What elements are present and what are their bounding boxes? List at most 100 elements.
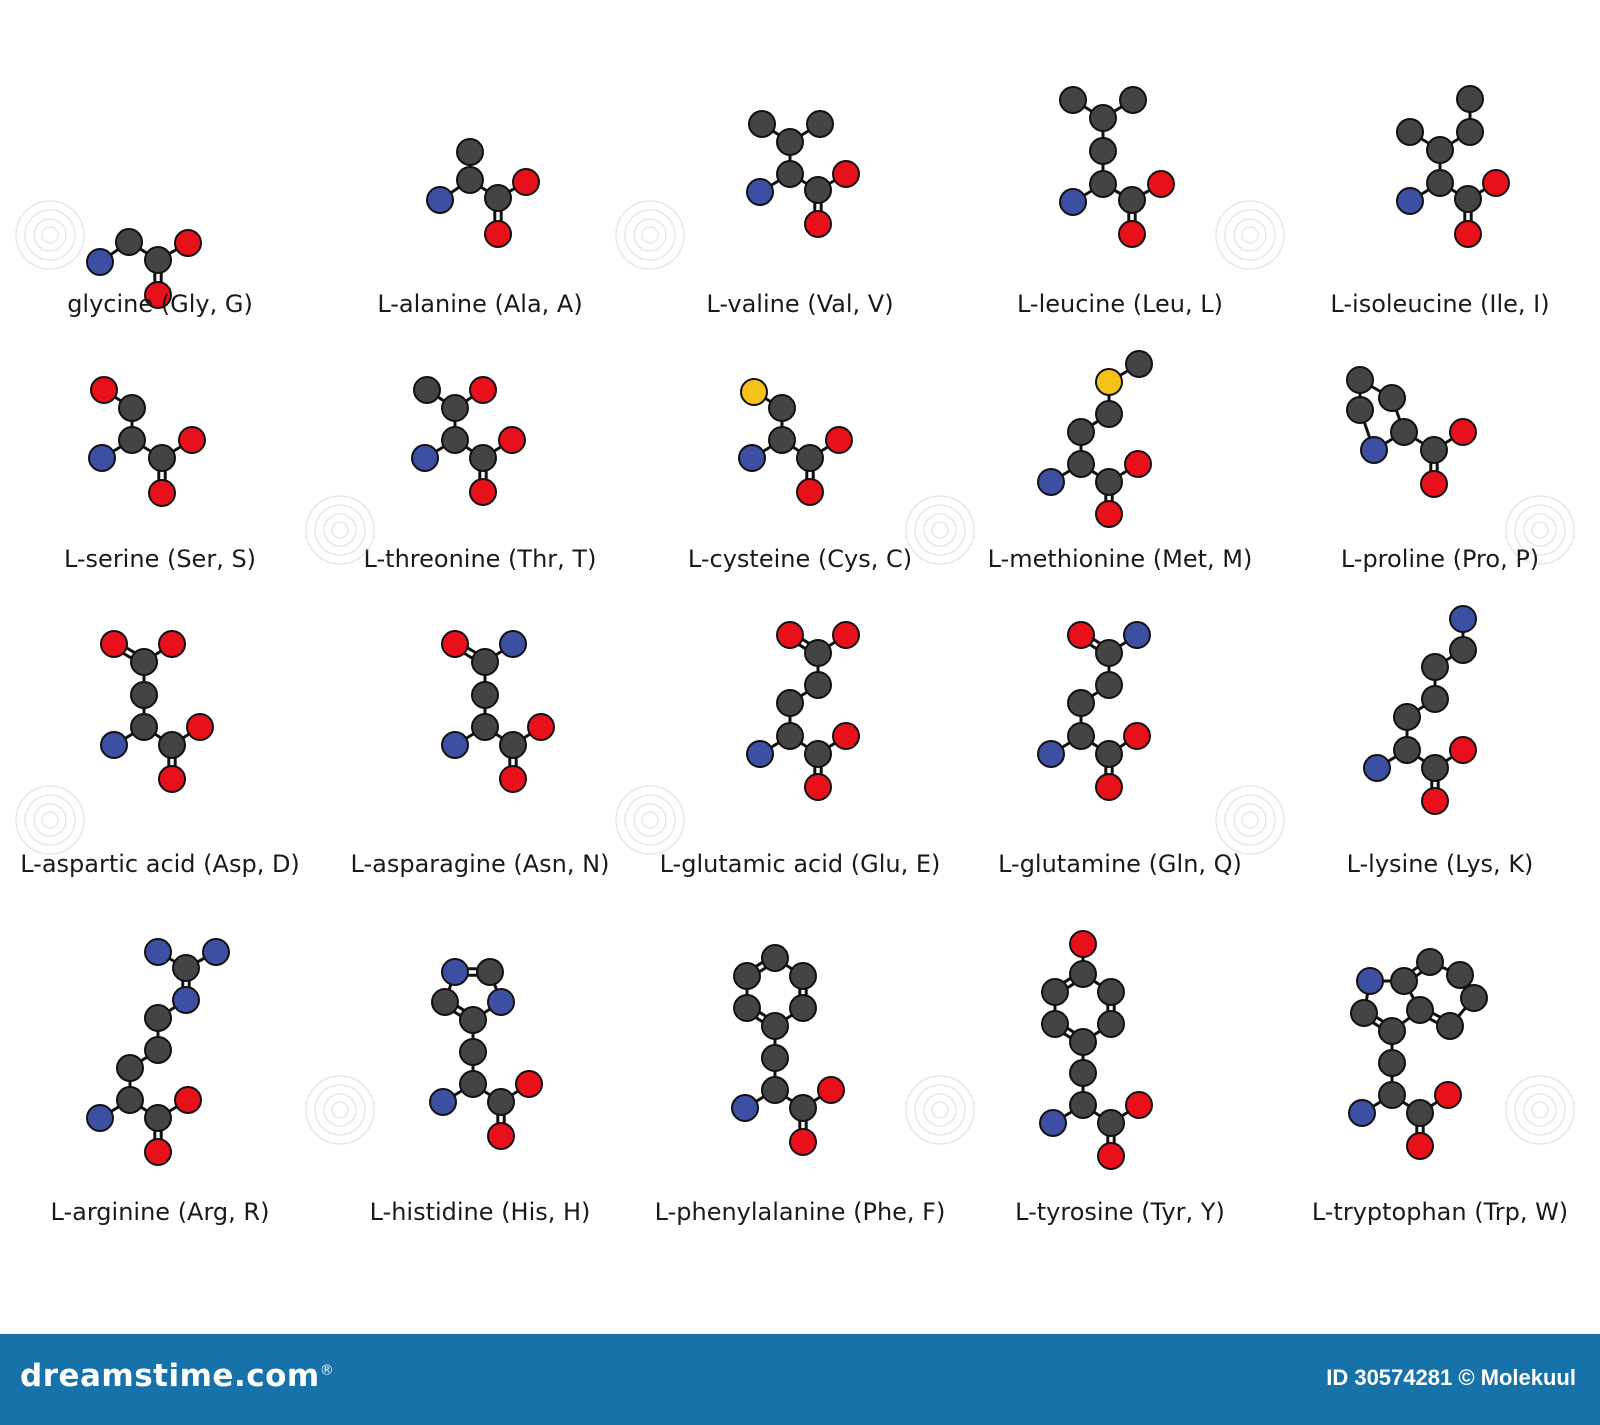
oxygen-atom — [144, 281, 172, 309]
carbon-atom — [761, 1076, 789, 1104]
carbon-atom — [1346, 396, 1374, 424]
nitrogen-atom — [746, 178, 774, 206]
nitrogen-atom — [411, 444, 439, 472]
molecule-label: L-phenylalanine (Phe, F) — [654, 1198, 946, 1226]
watermark-spiral-icon — [305, 495, 375, 565]
carbon-atom — [471, 713, 499, 741]
watermark-spiral-icon — [1505, 1075, 1575, 1145]
carbon-atom — [476, 958, 504, 986]
oxygen-atom — [90, 376, 118, 404]
carbon-atom — [1421, 754, 1449, 782]
carbon-atom — [761, 944, 789, 972]
molecule-label: L-alanine (Ala, A) — [377, 290, 583, 318]
watermark-spiral-icon — [15, 200, 85, 270]
carbon-atom — [1067, 450, 1095, 478]
oxygen-atom — [1147, 170, 1175, 198]
oxygen-atom — [1406, 1132, 1434, 1160]
molecule-label: L-serine (Ser, S) — [63, 545, 257, 573]
oxygen-atom — [796, 478, 824, 506]
carbon-atom — [1041, 1010, 1069, 1038]
oxygen-atom — [1449, 418, 1477, 446]
nitrogen-atom — [1037, 468, 1065, 496]
molecule-label: L-cysteine (Cys, C) — [687, 545, 913, 573]
nitrogen-atom — [1396, 187, 1424, 215]
carbon-atom — [1095, 468, 1123, 496]
oxygen-atom — [1124, 450, 1152, 478]
carbon-atom — [1067, 418, 1095, 446]
carbon-atom — [172, 954, 200, 982]
watermark-spiral-icon — [615, 785, 685, 855]
oxygen-atom — [469, 376, 497, 404]
oxygen-atom — [1123, 722, 1151, 750]
carbon-atom — [130, 713, 158, 741]
nitrogen-atom — [487, 988, 515, 1016]
nitrogen-atom — [1037, 740, 1065, 768]
molecule-label: L-methionine (Met, M) — [987, 545, 1253, 573]
registered-mark: ® — [319, 1362, 335, 1379]
nitrogen-atom — [172, 986, 200, 1014]
molecule-label: L-aspartic acid (Asp, D) — [20, 850, 300, 878]
oxygen-atom — [832, 160, 860, 188]
molecule-structure-pro — [1346, 366, 1477, 498]
carbon-atom — [130, 648, 158, 676]
oxygen-atom — [1097, 1142, 1125, 1170]
oxygen-atom — [776, 621, 804, 649]
carbon-atom — [1095, 639, 1123, 667]
carbon-atom — [1420, 436, 1448, 464]
carbon-atom — [1095, 740, 1123, 768]
carbon-atom — [456, 138, 484, 166]
carbon-atom — [1059, 86, 1087, 114]
molecule-structure-gly — [86, 228, 202, 309]
oxygen-atom — [178, 426, 206, 454]
carbon-atom — [413, 376, 441, 404]
carbon-atom — [1393, 703, 1421, 731]
nitrogen-atom — [441, 958, 469, 986]
molecule-structure-ser — [88, 376, 206, 507]
nitrogen-atom — [86, 1104, 114, 1132]
carbon-atom — [1426, 136, 1454, 164]
carbon-atom — [1456, 118, 1484, 146]
carbon-atom — [1406, 996, 1434, 1024]
nitrogen-atom — [1039, 1109, 1067, 1137]
carbon-atom — [1097, 978, 1125, 1006]
carbon-atom — [776, 722, 804, 750]
carbon-atom — [1125, 350, 1153, 378]
nitrogen-atom — [731, 1094, 759, 1122]
molecule-structure-cys — [738, 378, 853, 506]
molecule-structure-trp — [1348, 948, 1488, 1160]
oxygen-atom — [498, 426, 526, 454]
molecule-label: glycine (Gly, G) — [67, 290, 253, 318]
oxygen-atom — [174, 1086, 202, 1114]
molecule-label: L-proline (Pro, P) — [1340, 545, 1540, 573]
carbon-atom — [1406, 1099, 1434, 1127]
carbon-atom — [471, 648, 499, 676]
nitrogen-atom — [1360, 436, 1388, 464]
molecule-structure-his — [429, 958, 543, 1150]
oxygen-atom — [100, 630, 128, 658]
carbon-atom — [459, 1006, 487, 1034]
carbon-atom — [804, 639, 832, 667]
carbon-atom — [733, 994, 761, 1022]
carbon-atom — [471, 681, 499, 709]
carbon-atom — [776, 128, 804, 156]
carbon-atom — [144, 1004, 172, 1032]
carbon-atom — [499, 731, 527, 759]
carbon-atom — [431, 988, 459, 1016]
carbon-atom — [1446, 961, 1474, 989]
carbon-atom — [1421, 653, 1449, 681]
brand-logo[interactable]: dreamstime.com® — [20, 1358, 334, 1394]
carbon-atom — [144, 246, 172, 274]
carbon-atom — [1393, 736, 1421, 764]
carbon-atom — [1350, 999, 1378, 1027]
carbon-atom — [1426, 169, 1454, 197]
watermark-spiral-icon — [905, 495, 975, 565]
carbon-atom — [459, 1038, 487, 1066]
molecule-structure-ala — [426, 138, 540, 248]
molecule-structure-asn — [441, 630, 555, 793]
oxygen-atom — [186, 713, 214, 741]
carbon-atom — [158, 731, 186, 759]
carbon-atom — [484, 184, 512, 212]
oxygen-atom — [174, 229, 202, 257]
molecule-structure-glu — [746, 621, 860, 801]
oxygen-atom — [1482, 169, 1510, 197]
